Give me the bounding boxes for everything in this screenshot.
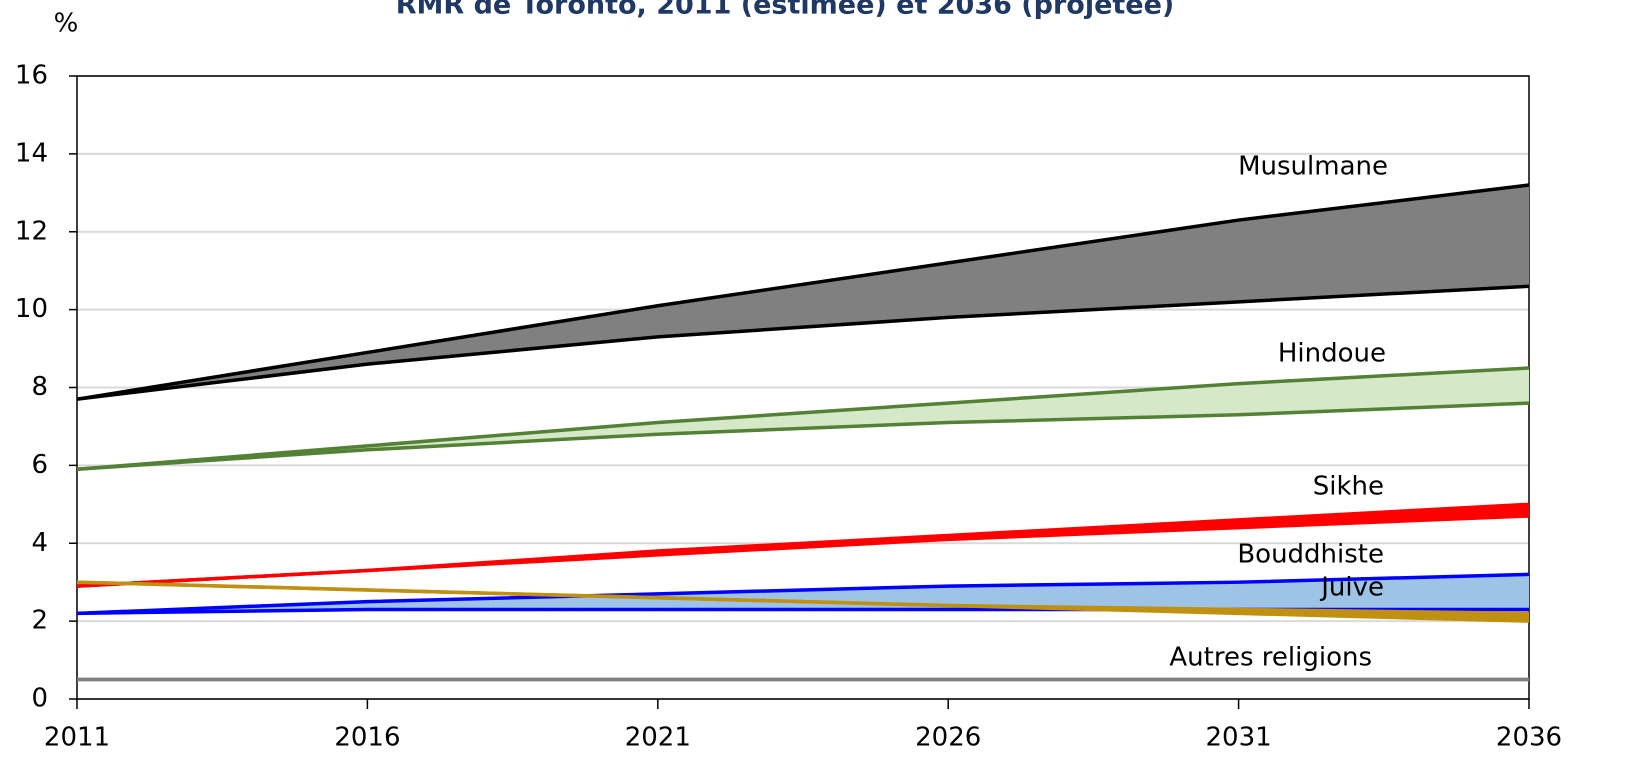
range-line (76, 366, 1530, 472)
range-line (76, 572, 1530, 616)
y-tick-label: 12 (15, 216, 48, 246)
series-label: Hindoue (1278, 339, 1386, 369)
series-label: Juive (1319, 573, 1384, 603)
range-line (76, 514, 1530, 588)
chart-title: RMR de Toronto, 2011 (estimée) et 2036 (… (396, 0, 1175, 21)
x-tick-label: 2026 (915, 723, 981, 753)
x-tick-label: 2036 (1496, 723, 1562, 753)
y-tick-label: 2 (31, 606, 48, 636)
range-line (76, 580, 1530, 623)
x-tick-label: 2016 (334, 723, 400, 753)
y-tick-label: 16 (15, 61, 48, 91)
y-tick-label: 14 (15, 138, 48, 168)
range-band (77, 185, 1529, 400)
x-tick-label: 2021 (625, 723, 691, 753)
y-tick-label: 0 (31, 684, 48, 714)
x-tick-label: 2011 (44, 723, 110, 753)
x-tick-label: 2031 (1206, 723, 1272, 753)
series-label: Bouddhiste (1237, 540, 1384, 570)
y-tick-label: 6 (31, 450, 48, 480)
range-line (76, 401, 1530, 472)
series-label: Musulmane (1238, 152, 1388, 182)
y-tick-label: 8 (31, 372, 48, 402)
y-tick-label: 10 (15, 294, 48, 324)
series-label: Sikhe (1313, 472, 1384, 502)
y-axis-label: % (54, 9, 79, 39)
series-label: Autres religions (1169, 643, 1372, 673)
range-line (76, 284, 1530, 401)
y-tick-label: 4 (31, 528, 48, 558)
range-line (76, 183, 1530, 401)
range-band (77, 368, 1529, 470)
